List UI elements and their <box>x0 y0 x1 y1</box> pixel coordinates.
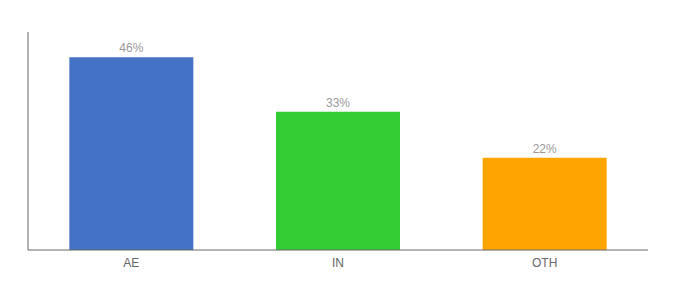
svg-text:OTH: OTH <box>532 256 557 270</box>
svg-text:22%: 22% <box>533 142 557 156</box>
svg-text:AE: AE <box>123 256 139 270</box>
svg-text:33%: 33% <box>326 96 350 110</box>
svg-text:IN: IN <box>332 256 344 270</box>
svg-text:46%: 46% <box>119 41 143 55</box>
